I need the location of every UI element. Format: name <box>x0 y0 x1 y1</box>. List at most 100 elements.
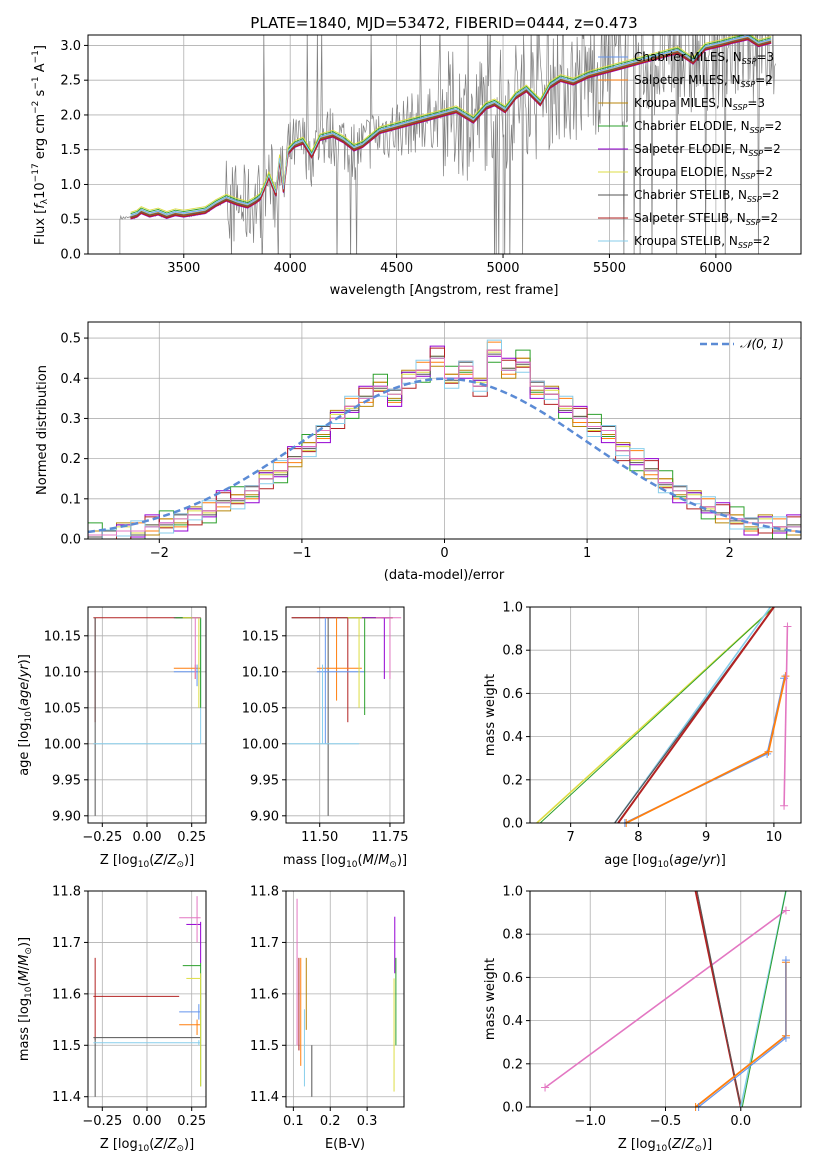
y-tick-label: 0.8 <box>502 644 523 659</box>
y-tick-label: 11.7 <box>52 936 81 951</box>
mass-vs-z-ylabel: mass [log10(M/M⊙)] <box>17 937 34 1061</box>
x-tick-label: 2 <box>726 546 734 561</box>
y-tick-label: 11.5 <box>250 1039 279 1054</box>
massweight-vs-age-ticks: 7 8 9 10 0.0 0.2 0.4 0.6 0.8 1.0 <box>502 601 782 846</box>
observed-spectrum-line <box>119 35 776 254</box>
mass-weight-line <box>696 890 742 1108</box>
residual-panel: −2 −1 0 1 2 0.0 0.1 0.2 0.3 0.4 0.5 (data-model)/e… <box>35 321 802 583</box>
residual-xlabel: (data-model)/error <box>384 568 505 583</box>
mass-vs-z-ticks: −0.25 0.00 0.25 11.4 11.5 11.6 11.7 11.8 <box>52 885 206 1130</box>
y-tick-label: 3.0 <box>60 39 81 54</box>
massweight-vs-age-panel: 7 8 9 10 0.0 0.2 0.4 0.6 0.8 1.0 age [log10(age/y… <box>483 601 802 870</box>
y-tick-label: 0.8 <box>502 928 523 943</box>
x-tick-label: 7 <box>567 830 575 845</box>
y-tick-label: 10.10 <box>242 665 279 680</box>
age-vs-mass-gridlines <box>286 607 404 823</box>
y-tick-label: 2.0 <box>60 108 81 123</box>
y-tick-label: 9.95 <box>52 773 81 788</box>
y-tick-label: 11.6 <box>52 987 81 1002</box>
age-vs-mass-panel: 11.50 11.75 9.90 9.95 10.00 10.05 10.10 10.15 m… <box>242 606 409 870</box>
spectrum-ylabel: Flux [fλ10−17 erg cm−2 s−1 A−1] <box>31 45 50 245</box>
x-tick-label: 0.00 <box>133 1114 162 1129</box>
age-vs-z-errorbars <box>93 617 202 816</box>
legend-label: Salpeter STELIB, NSSP=2 <box>634 211 778 227</box>
x-tick-label: 1 <box>583 546 591 561</box>
model-spectrum-line <box>130 35 772 215</box>
x-tick-label: 4000 <box>274 261 307 276</box>
y-tick-label: 1.0 <box>502 885 523 900</box>
mass-vs-z-xlabel: Z [log10(Z/Z⊙)] <box>100 1137 194 1154</box>
massweight-vs-age-gridlines <box>530 606 801 824</box>
age-vs-mass-errorbars <box>288 617 402 816</box>
mass-weight-line <box>539 606 775 824</box>
massweight-vs-z-panel: −1.0 −0.5 0.0 0.0 0.2 0.4 0.6 0.8 1.0 Z [log10(Z… <box>483 885 802 1154</box>
y-tick-label: 10.00 <box>242 737 279 752</box>
massweight-vs-z-ticks: −1.0 −0.5 0.0 0.0 0.2 0.4 0.6 0.8 1.0 <box>502 885 751 1130</box>
y-tick-label: 1.0 <box>60 178 81 193</box>
massweight-vs-z-ylabel: mass weight <box>483 958 498 1040</box>
mass-vs-ebv-ticks: 0.1 0.2 0.3 11.4 11.5 11.6 11.7 11.8 <box>250 885 377 1130</box>
spectrum-legend: Chabrier MILES, NSSP=3 Salpeter MILES, NS… <box>598 50 782 250</box>
x-tick-label: 11.50 <box>301 830 338 845</box>
spectrum-panel: 3500 4000 4500 5000 5500 6000 0.0 0.5 1.0 1.5 2.0 2… <box>31 34 802 298</box>
mass-weight-line <box>783 626 789 806</box>
y-tick-label: 11.8 <box>52 885 81 900</box>
y-tick-label: 11.8 <box>250 885 279 900</box>
mass-weight-line <box>698 960 787 1108</box>
y-tick-label: 9.90 <box>250 809 279 824</box>
x-tick-label: 0.00 <box>133 830 162 845</box>
age-vs-mass-axes-frame <box>285 606 405 824</box>
x-tick-label: 0.2 <box>320 1114 341 1129</box>
x-tick-label: 11.75 <box>371 830 408 845</box>
model-spectrum-line <box>130 35 772 216</box>
mass-weight-line <box>617 606 775 824</box>
y-tick-label: 0.0 <box>502 817 523 832</box>
massweight-vs-age-lines <box>536 606 792 827</box>
model-spectrum-line <box>130 38 772 220</box>
age-vs-z-gridlines <box>88 607 206 823</box>
massweight-vs-age-xlabel: age [log10(age/yr)] <box>604 853 726 870</box>
y-tick-label: 0.5 <box>60 332 81 347</box>
y-tick-label: 10.15 <box>242 629 279 644</box>
massweight-vs-age-ylabel: mass weight <box>483 674 498 756</box>
y-tick-label: 0.1 <box>60 492 81 507</box>
y-tick-label: 10.10 <box>44 665 81 680</box>
age-vs-z-xlabel: Z [log10(Z/Z⊙)] <box>100 853 194 870</box>
x-tick-label: −0.25 <box>82 830 122 845</box>
y-tick-label: 0.4 <box>502 730 523 745</box>
y-tick-label: 0.0 <box>60 533 81 548</box>
mass-vs-z-gridlines <box>88 890 206 1107</box>
y-tick-label: 0.6 <box>502 971 523 986</box>
legend-label: Chabrier ELODIE, NSSP=2 <box>634 119 782 135</box>
x-tick-label: 0.25 <box>177 1114 206 1129</box>
y-tick-label: 1.5 <box>60 143 81 158</box>
spectrum-data-noise <box>119 35 776 254</box>
mass-weight-line <box>741 890 787 1108</box>
y-tick-label: 0.6 <box>502 687 523 702</box>
y-tick-label: 11.5 <box>52 1039 81 1054</box>
y-tick-label: 11.4 <box>250 1090 279 1105</box>
age-vs-z-ticks: −0.25 0.00 0.25 9.90 9.95 10.00 10.05 10.10 10.1… <box>44 629 206 845</box>
mass-vs-ebv-xlabel: E(B-V) <box>325 1137 365 1152</box>
gaussian-curve <box>87 377 802 534</box>
y-tick-label: 0.2 <box>60 452 81 467</box>
mass-vs-ebv-gridlines <box>286 890 404 1107</box>
mass-weight-marker <box>781 1033 790 1042</box>
y-tick-label: 9.95 <box>250 773 279 788</box>
model-spectrum-line <box>130 37 772 218</box>
y-tick-label: 11.4 <box>52 1090 81 1105</box>
y-tick-label: 9.90 <box>52 809 81 824</box>
y-tick-label: 0.2 <box>502 1057 523 1072</box>
y-tick-label: 0.4 <box>60 372 81 387</box>
model-spectrum-line <box>130 36 772 217</box>
x-tick-label: 5000 <box>486 261 519 276</box>
y-tick-label: 11.7 <box>250 936 279 951</box>
legend-label: Chabrier MILES, NSSP=3 <box>634 50 774 66</box>
x-tick-label: −1 <box>292 546 311 561</box>
x-tick-label: −0.25 <box>82 1114 122 1129</box>
mass-weight-marker <box>780 801 789 810</box>
x-tick-label: 6000 <box>699 261 732 276</box>
x-tick-label: −2 <box>150 546 169 561</box>
x-tick-label: 0 <box>440 546 448 561</box>
